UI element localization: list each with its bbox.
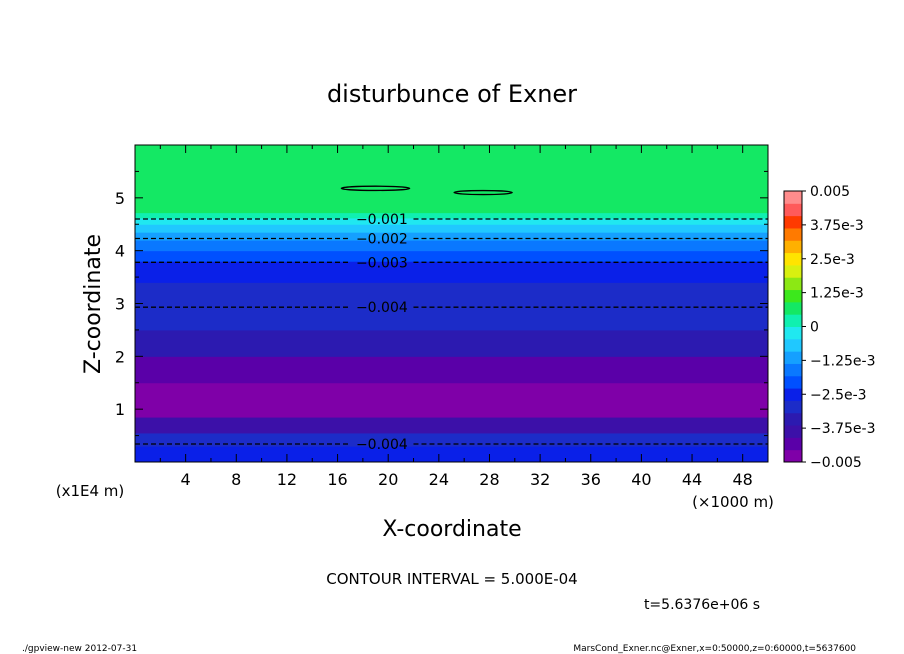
x-tick-label: 32 — [530, 470, 550, 489]
x-tick-label: 28 — [479, 470, 499, 489]
colorbar-tick-label: 0.005 — [810, 184, 850, 200]
colorbar-segment — [784, 191, 802, 204]
closed-contour — [340, 185, 411, 192]
colorbar-segment — [784, 425, 802, 438]
x-tick-label: 12 — [277, 470, 297, 489]
y-axis: 1 2 3 4 5 — [115, 170, 768, 437]
closed-contour — [453, 189, 513, 196]
contour-layer — [135, 432, 768, 447]
x-axis-unit: (×1000 m) — [692, 493, 774, 511]
colorbar-segment — [784, 215, 802, 229]
contour-label: −0.004 — [356, 437, 408, 453]
colorbar-tick-label: 1.25e-3 — [810, 286, 864, 302]
program-info: ./gpview-new 2012-07-31 — [22, 644, 137, 654]
y-tick-label: 5 — [115, 189, 125, 208]
contour-fill-layers — [135, 145, 768, 463]
contour-layer — [135, 282, 768, 331]
y-tick-label: 1 — [115, 400, 125, 419]
colorbar-segment — [784, 400, 802, 414]
contour-lines: −0.001 −0.002 −0.003 −0.004 −0.004 — [135, 185, 768, 453]
data-source: MarsCond_Exner.nc@Exner,x=0:50000,z=0:60… — [573, 644, 856, 654]
contour-layer — [135, 261, 768, 283]
x-axis: 4 8 12 16 20 24 28 32 36 40 44 48 — [159, 145, 753, 489]
y-axis-unit: (x1E4 m) — [56, 482, 125, 500]
chart-title: disturbunce of Exner — [327, 80, 577, 108]
x-tick-label: 16 — [327, 470, 347, 489]
colorbar-segment — [784, 314, 802, 327]
contour-layer — [135, 446, 768, 463]
contour-layer — [135, 356, 768, 384]
colorbar-tick-label: 0 — [810, 320, 819, 336]
colorbar-segment — [784, 437, 802, 451]
x-tick-label: 8 — [231, 470, 241, 489]
colorbar-segment — [784, 449, 802, 463]
colorbar-segment — [784, 351, 802, 364]
x-tick-label: 24 — [429, 470, 449, 489]
contour-layer — [135, 217, 768, 225]
contour-layer — [135, 382, 768, 418]
colorbar-tick-label: −1.25e-3 — [810, 353, 875, 369]
colorbar-tick-label: 3.75e-3 — [810, 218, 864, 234]
contour-layer — [135, 224, 768, 233]
colorbar-segment — [784, 338, 802, 352]
colorbar-tick-label: 2.5e-3 — [810, 252, 855, 268]
contour-interval: CONTOUR INTERVAL = 5.000E-04 — [326, 570, 577, 588]
x-axis-label: X-coordinate — [382, 517, 521, 542]
colorbar-segment — [784, 203, 802, 217]
y-tick-label: 2 — [115, 347, 125, 366]
colorbar-segment — [784, 277, 802, 291]
contour-layer — [135, 145, 768, 214]
contour-label: −0.002 — [356, 232, 408, 248]
time-stamp: t=5.6376e+06 s — [644, 597, 760, 613]
x-tick-label: 40 — [631, 470, 651, 489]
colorbar-segment — [784, 240, 802, 254]
colorbar-segment — [784, 363, 802, 377]
contour-layer — [135, 329, 768, 357]
contour-layer — [135, 240, 768, 252]
contour-label: −0.003 — [356, 255, 408, 271]
colorbar-segment — [784, 412, 802, 426]
x-tick-label: 44 — [682, 470, 702, 489]
colorbar: 0.005 3.75e-3 2.5e-3 1.25e-3 0 −1.25e-3 −2.5e-… — [783, 184, 875, 471]
colorbar-segment — [784, 301, 802, 315]
x-tick-label: 20 — [378, 470, 398, 489]
colorbar-tick-label: −3.75e-3 — [810, 421, 875, 437]
colorbar-segment — [784, 252, 802, 266]
contour-layer — [135, 212, 768, 219]
colorbar-tick-label: −0.005 — [810, 455, 862, 471]
colorbar-segment — [784, 375, 802, 389]
colorbar-tick-label: −2.5e-3 — [810, 387, 867, 403]
colorbar-segment — [784, 388, 802, 401]
x-tick-label: 48 — [733, 470, 753, 489]
contour-layer — [135, 232, 768, 241]
colorbar-segment — [784, 326, 802, 340]
x-tick-label: 36 — [581, 470, 601, 489]
contour-layer — [135, 417, 768, 434]
y-tick-label: 4 — [115, 242, 125, 261]
y-tick-label: 3 — [115, 295, 125, 314]
colorbar-segment — [784, 289, 802, 303]
colorbar-segment — [784, 264, 802, 278]
contour-label: −0.004 — [356, 300, 408, 316]
contour-label: −0.001 — [356, 212, 408, 228]
x-tick-label: 4 — [181, 470, 191, 489]
y-axis-label: Z-coordinate — [81, 234, 106, 374]
contour-layer — [135, 250, 768, 262]
colorbar-segment — [784, 227, 802, 241]
